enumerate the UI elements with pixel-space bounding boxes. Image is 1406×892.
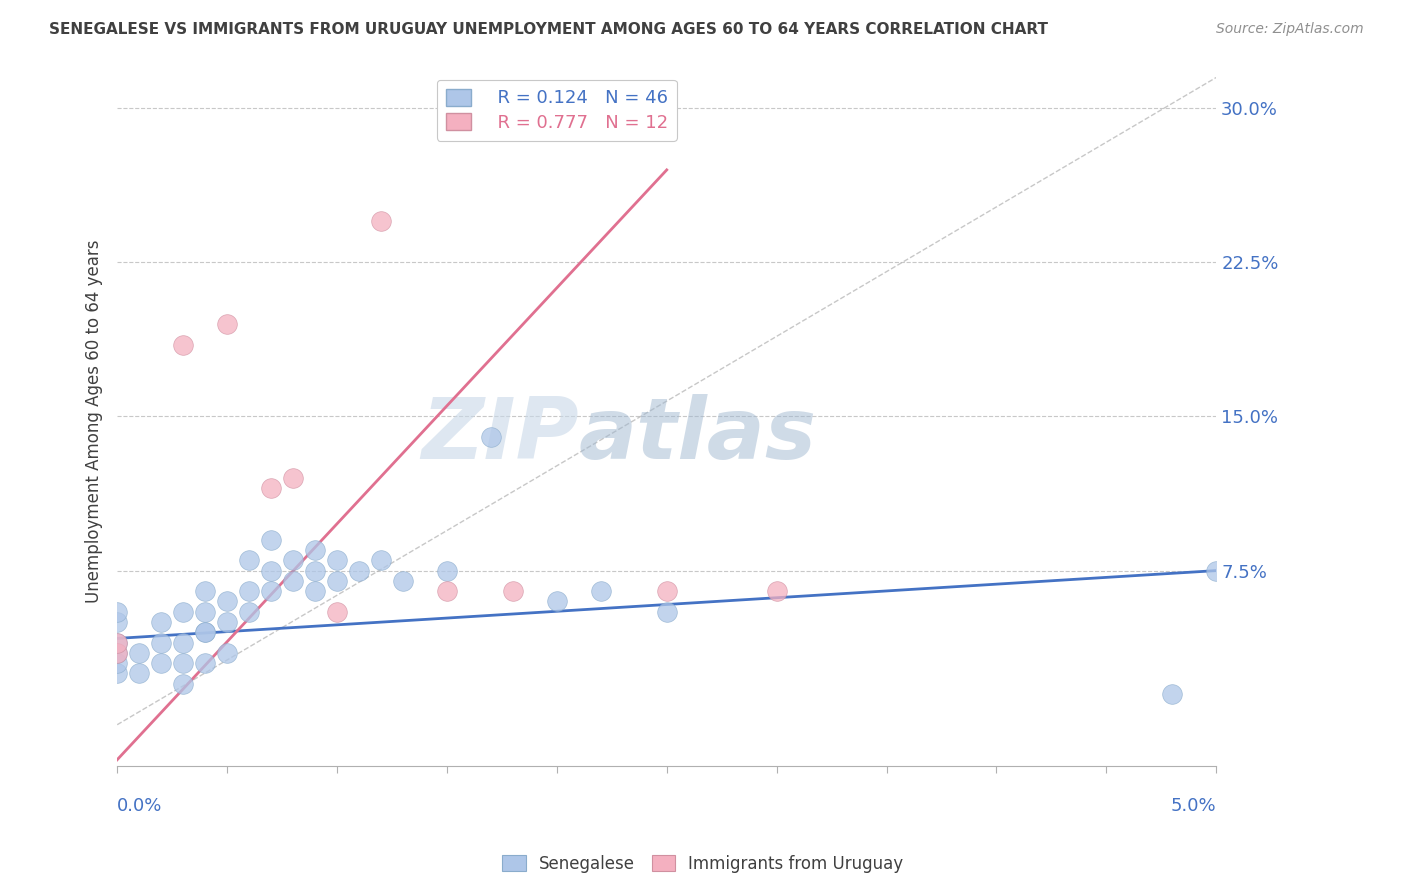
Point [281, 574, 304, 588]
Text: SENEGALESE VS IMMIGRANTS FROM URUGUAY UNEMPLOYMENT AMONG AGES 60 TO 64 YEARS COR: SENEGALESE VS IMMIGRANTS FROM URUGUAY UN… [49, 22, 1049, 37]
Point [194, 605, 217, 619]
Point [370, 553, 392, 567]
Point [260, 564, 283, 578]
Point [238, 605, 260, 619]
Point [238, 584, 260, 599]
Point [217, 317, 239, 331]
Point [479, 430, 502, 444]
Text: 0.0%: 0.0% [117, 797, 163, 814]
Point [304, 564, 326, 578]
Point [326, 605, 349, 619]
Point [105, 666, 128, 681]
Point [172, 656, 194, 670]
Point [194, 584, 217, 599]
Point [655, 584, 678, 599]
Point [370, 214, 392, 228]
Point [105, 635, 128, 649]
Point [260, 533, 283, 547]
Point [217, 646, 239, 660]
Point [1161, 687, 1184, 701]
Point [150, 635, 173, 649]
Point [546, 594, 568, 608]
Point [150, 656, 173, 670]
Y-axis label: Unemployment Among Ages 60 to 64 years: Unemployment Among Ages 60 to 64 years [86, 240, 103, 603]
Point [217, 594, 239, 608]
Point [105, 656, 128, 670]
Point [105, 635, 128, 649]
Point [105, 605, 128, 619]
Point [172, 676, 194, 690]
Point [260, 482, 283, 496]
Point [105, 646, 128, 660]
Text: atlas: atlas [579, 394, 817, 477]
Text: Source: ZipAtlas.com: Source: ZipAtlas.com [1216, 22, 1364, 37]
Point [105, 615, 128, 629]
Point [150, 615, 173, 629]
Text: ZIP: ZIP [422, 394, 579, 477]
Point [238, 553, 260, 567]
Point [765, 584, 787, 599]
Point [392, 574, 415, 588]
Point [436, 584, 458, 599]
Point [194, 656, 217, 670]
Point [260, 584, 283, 599]
Point [281, 553, 304, 567]
Point [105, 646, 128, 660]
Point [304, 543, 326, 558]
Point [194, 625, 217, 640]
Point [326, 574, 349, 588]
Point [326, 553, 349, 567]
Point [172, 337, 194, 351]
Legend: Senegalese, Immigrants from Uruguay: Senegalese, Immigrants from Uruguay [496, 848, 910, 880]
Point [304, 584, 326, 599]
Point [655, 605, 678, 619]
Point [128, 666, 150, 681]
Point [172, 635, 194, 649]
Point [128, 646, 150, 660]
Point [502, 584, 524, 599]
Point [347, 564, 370, 578]
Point [281, 471, 304, 485]
Point [194, 625, 217, 640]
Point [436, 564, 458, 578]
Point [217, 615, 239, 629]
Point [1205, 564, 1227, 578]
Text: 5.0%: 5.0% [1171, 797, 1216, 814]
Point [172, 605, 194, 619]
Point [589, 584, 612, 599]
Legend:   R = 0.124   N = 46,   R = 0.777   N = 12: R = 0.124 N = 46, R = 0.777 N = 12 [437, 79, 676, 141]
